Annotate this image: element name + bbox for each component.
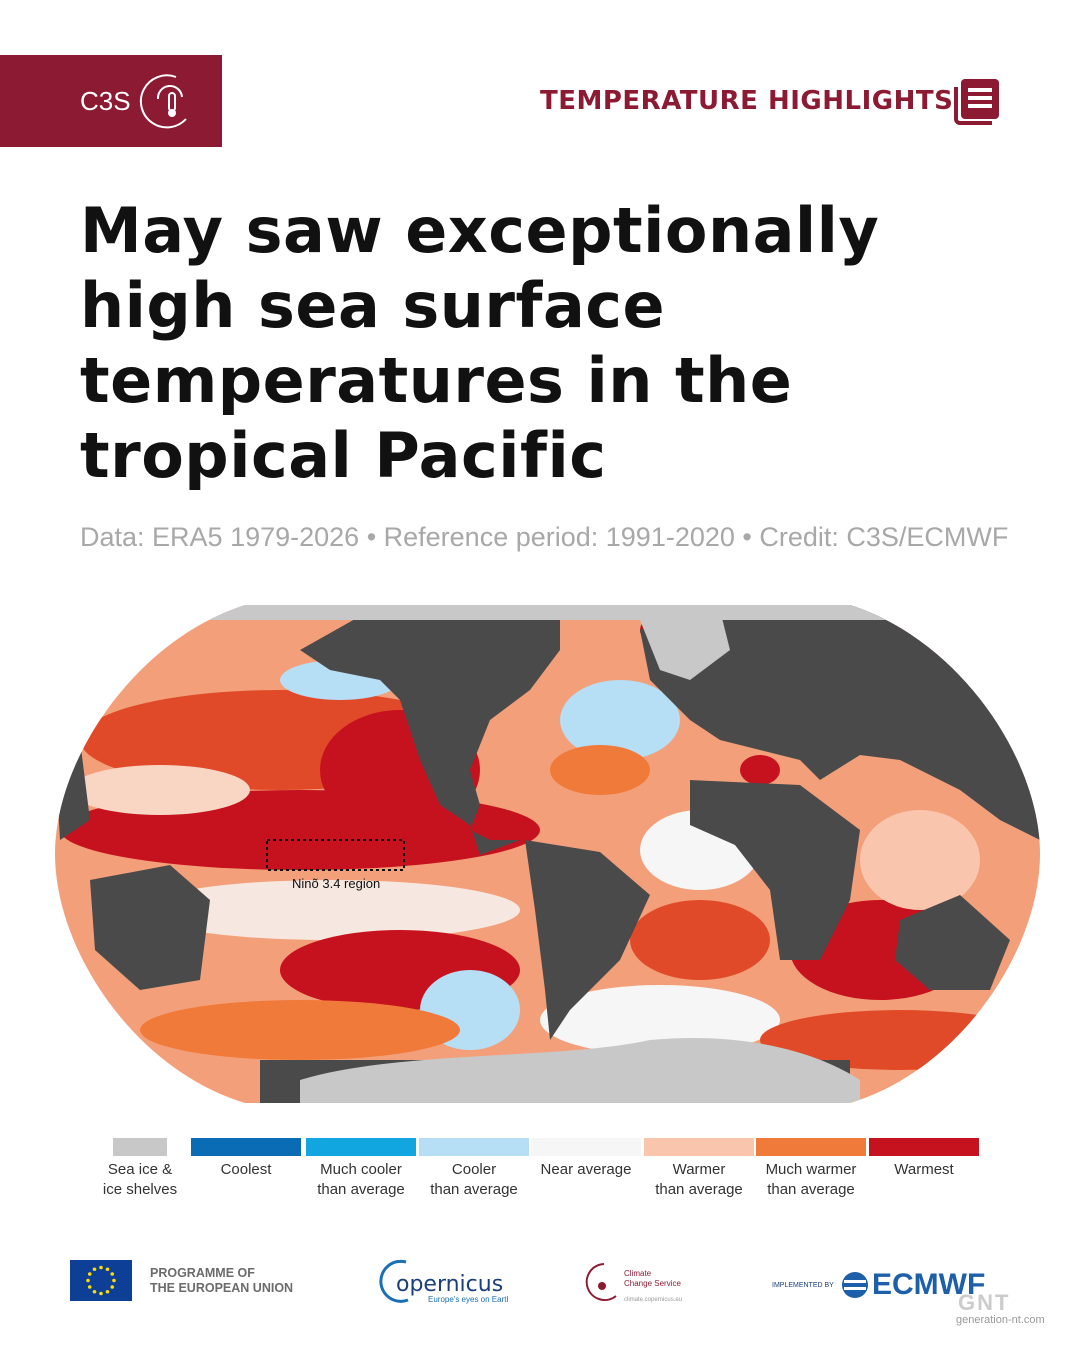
legend-label: Much warmer than average (741, 1160, 881, 1200)
badge-icon (139, 74, 187, 129)
legend-line: than average (767, 1181, 855, 1198)
c3s-logo: Climate Change Service climate.copernicu… (585, 1263, 682, 1303)
title-line: high sea surface (80, 269, 666, 342)
c3s-line: Climate (624, 1269, 652, 1278)
eu-text: PROGRAMME OF THE EUROPEAN UNION (150, 1266, 293, 1296)
legend-swatch (191, 1138, 301, 1156)
legend-line: than average (317, 1181, 405, 1198)
subtitle: Data: ERA5 1979-2026 • Reference period:… (80, 522, 1009, 552)
eu-line: PROGRAMME OF (150, 1266, 255, 1280)
legend-label: Cooler than average (404, 1160, 544, 1200)
eu-star (86, 1278, 90, 1283)
legend-swatch (113, 1138, 167, 1156)
section-icon (954, 79, 999, 125)
c3s-line: Change Service (624, 1279, 681, 1288)
copernicus-logo: opernicus Europe's eyes on Earth (379, 1259, 508, 1304)
legend-line: than average (430, 1181, 518, 1198)
legend-line: Near average (540, 1161, 632, 1178)
legend-label: Sea ice & ice shelves (70, 1160, 210, 1200)
copernicus-name: opernicus (396, 1272, 503, 1297)
legend-line: Much warmer (765, 1161, 857, 1178)
legend-label: Near average (516, 1160, 656, 1180)
ecmwf-text: ECMWF (872, 1268, 986, 1301)
eu-star (105, 1267, 110, 1272)
legend-swatch (756, 1138, 866, 1156)
eu-line: THE EUROPEAN UNION (150, 1281, 294, 1295)
legend-swatch (419, 1138, 529, 1156)
title: May saw exceptionally high sea surface tem… (80, 193, 879, 493)
eu-star (99, 1265, 103, 1270)
eu-star (87, 1272, 92, 1276)
eu-star (92, 1267, 97, 1272)
eu-star (87, 1285, 92, 1289)
eu-star (110, 1272, 115, 1276)
eu-flag (70, 1260, 132, 1301)
legend-label: Warmer than average (629, 1160, 769, 1200)
eu-star (99, 1291, 103, 1296)
map: Ninõ 3.4 region (55, 605, 1040, 1103)
legend-swatch (869, 1138, 979, 1156)
c3s-url: climate.copernicus.eu (624, 1297, 682, 1303)
legend-swatch (531, 1138, 641, 1156)
title-line: temperatures in the (80, 344, 793, 417)
legend-line: Much cooler (320, 1161, 402, 1178)
nino-box (266, 839, 405, 871)
badge-text: C3S (80, 86, 131, 116)
eu-star (105, 1289, 110, 1294)
implemented: IMPLEMENTED BY (772, 1282, 834, 1289)
watermark-site: generation-nt.com (956, 1314, 1045, 1326)
legend-swatch (306, 1138, 416, 1156)
legend-label: Coolest (176, 1160, 316, 1180)
header-badge: C3S (0, 55, 222, 147)
legend-line: than average (655, 1181, 743, 1198)
title-line: May saw exceptionally (80, 194, 880, 267)
eu-star (92, 1289, 97, 1294)
eu-star (110, 1285, 115, 1289)
legend-label: Much cooler than average (291, 1160, 431, 1200)
legend-line: Warmer (672, 1161, 726, 1178)
watermark-logo: GNT (958, 1290, 1011, 1315)
legend-label: Warmest (854, 1160, 994, 1180)
legend-line: Cooler (451, 1161, 497, 1178)
legend-line: Coolest (220, 1161, 272, 1178)
nino-label: Ninõ 3.4 region (292, 876, 380, 891)
copernicus-tagline: Europe's eyes on Earth (428, 1295, 508, 1304)
legend-swatch (644, 1138, 754, 1156)
title-line: tropical Pacific (80, 419, 607, 492)
legend-line: ice shelves (102, 1181, 178, 1198)
legend-line: Sea ice & (107, 1161, 173, 1178)
legend-line: Warmest (894, 1161, 954, 1178)
section-label: TEMPERATURE HIGHLIGHTS (540, 86, 954, 116)
ecmwf-icon (842, 1272, 868, 1298)
eu-star (112, 1278, 116, 1283)
